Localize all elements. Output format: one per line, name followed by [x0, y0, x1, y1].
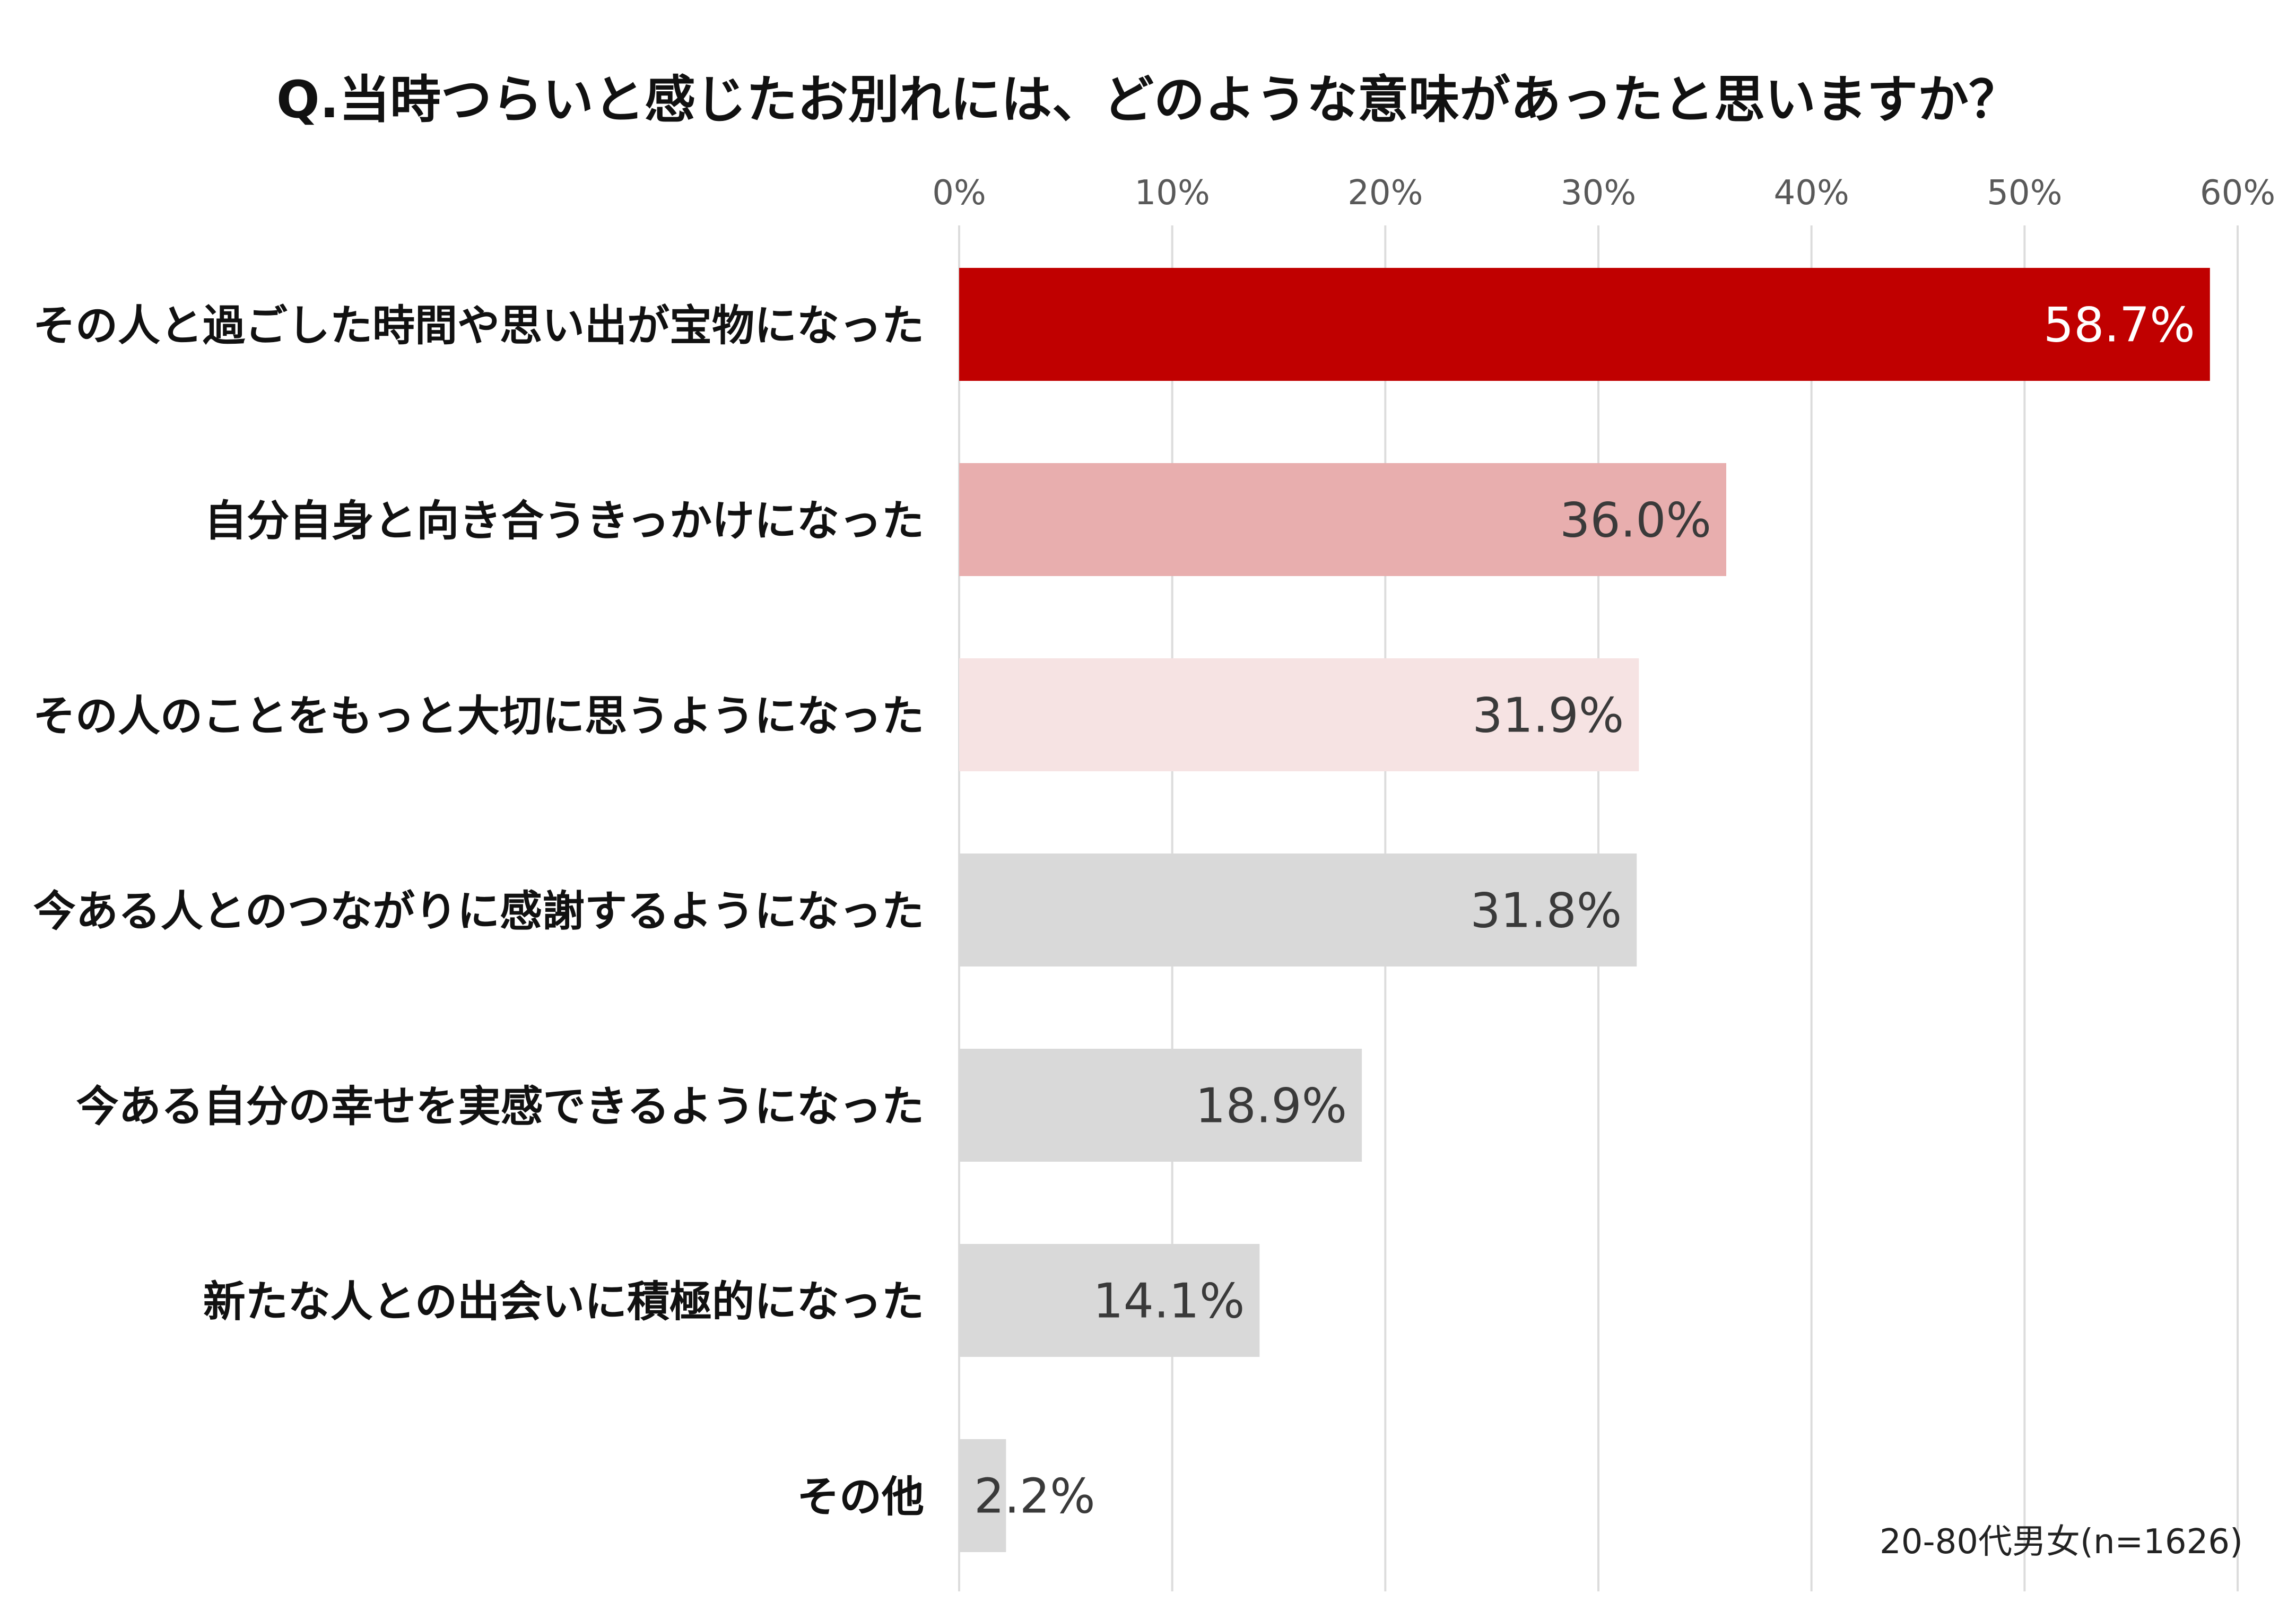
bar	[959, 268, 2210, 381]
bar	[959, 463, 1726, 576]
x-tick-label: 0%	[932, 173, 986, 213]
bar	[959, 854, 1637, 966]
x-tick-label: 60%	[2200, 173, 2275, 213]
category-labels: その人と過ごした時間や思い出が宝物になった自分自身と向き合うきっかけになったその…	[33, 301, 924, 1522]
bar	[959, 1439, 1006, 1552]
chart-title: Q.当時つらいと感じたお別れには、どのような意味があったと思いますか？	[276, 70, 2020, 129]
data-label: 58.7%	[2043, 298, 2195, 353]
bars	[959, 268, 2210, 1552]
category-label: その他	[797, 1473, 924, 1522]
x-axis-ticks: 0% 10% 20% 30% 40% 50% 60%	[932, 173, 2275, 213]
data-label: 18.9%	[1195, 1078, 1347, 1134]
data-label: 14.1%	[1093, 1274, 1245, 1329]
value-labels: 58.7% 36.0% 31.9% 31.8% 18.9% 14.1% 2.2%	[974, 298, 2195, 1525]
x-tick-label: 30%	[1561, 173, 1636, 213]
bar	[959, 658, 1639, 771]
data-label: 36.0%	[1560, 493, 1711, 548]
data-label: 2.2%	[974, 1469, 1095, 1525]
x-tick-label: 20%	[1347, 173, 1423, 213]
data-label: 31.8%	[1470, 883, 1622, 939]
category-label: 今ある人とのつながりに感謝するようになった	[33, 887, 924, 936]
data-label: 31.9%	[1472, 688, 1624, 744]
bar	[959, 1244, 1260, 1357]
category-label: 新たな人との出会いに積極的になった	[203, 1277, 924, 1327]
category-label: 今ある自分の幸せを実感できるようになった	[76, 1082, 924, 1131]
category-label: 自分自身と向き合うきっかけになった	[204, 497, 924, 546]
category-label: その人のことをもっと大切に思うようになった	[33, 692, 924, 741]
category-label: その人と過ごした時間や思い出が宝物になった	[33, 301, 924, 351]
sample-note: 20-80代男女(n=1626)	[1880, 1522, 2243, 1562]
x-tick-label: 40%	[1774, 173, 1849, 213]
x-tick-label: 50%	[1987, 173, 2062, 213]
bar	[959, 1049, 1362, 1162]
x-tick-label: 10%	[1135, 173, 1210, 213]
